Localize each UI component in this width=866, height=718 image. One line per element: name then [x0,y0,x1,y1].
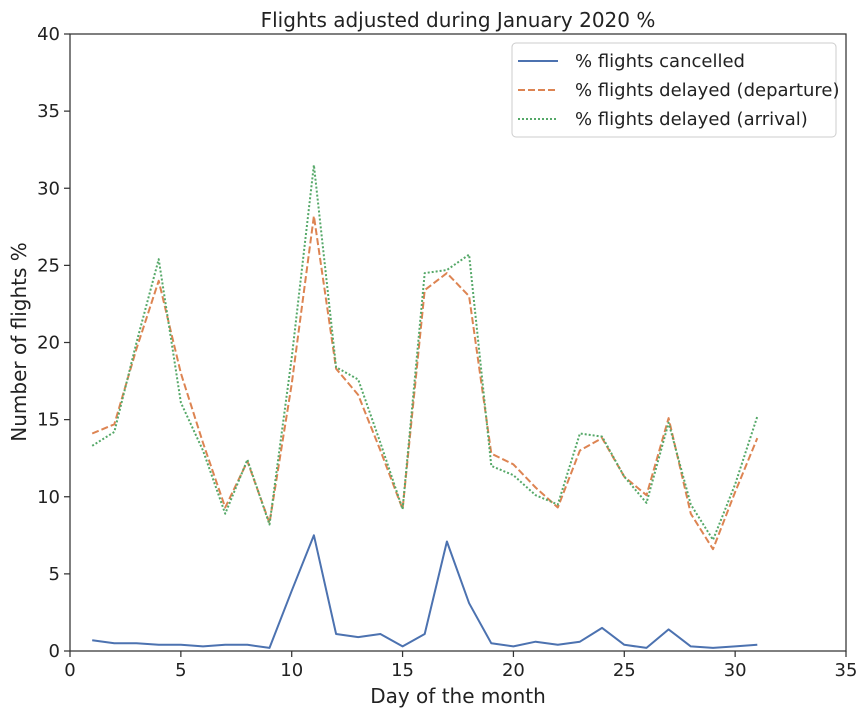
chart-title: Flights adjusted during January 2020 % [261,8,656,32]
legend-label-1: % flights cancelled [575,51,745,72]
x-tick-label: 20 [502,660,525,681]
y-tick-label: 30 [37,178,60,199]
y-tick-label: 10 [37,487,60,508]
series-line-2 [91,215,759,551]
x-tick-label: 10 [280,660,303,681]
legend-box [511,42,837,138]
series-lines [91,164,759,649]
x-tick-label: 0 [64,660,75,681]
series-line-1 [92,534,758,649]
y-tick-label: 25 [37,255,60,276]
y-tick-label: 35 [37,101,60,122]
y-tick-label: 40 [37,24,60,45]
plot-frame [69,33,847,652]
y-tick-label: 0 [49,641,60,662]
axis-ticks: 0 5 10 15 20 25 30 35 0 5 10 15 20 25 30 35 40 [37,24,857,681]
legend: % flights cancelled % flights delayed (de… [511,42,840,138]
series-line-3 [91,164,759,541]
x-tick-label: 35 [835,660,858,681]
x-tick-label: 25 [613,660,636,681]
x-tick-label: 5 [175,660,186,681]
y-tick-label: 15 [37,410,60,431]
y-axis-label: Number of flights % [7,242,31,441]
legend-label-3: % flights delayed (arrival) [575,109,808,130]
x-tick-label: 15 [391,660,414,681]
y-tick-label: 5 [49,564,60,585]
legend-label-2: % flights delayed (departure) [575,80,840,101]
x-axis-label: Day of the month [370,684,546,708]
x-tick-label: 30 [724,660,747,681]
y-tick-label: 20 [37,333,60,354]
